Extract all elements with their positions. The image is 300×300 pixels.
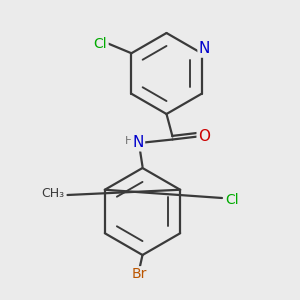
- Text: N: N: [199, 41, 210, 56]
- Text: N: N: [132, 135, 144, 150]
- Text: Br: Br: [132, 268, 147, 281]
- Text: O: O: [198, 129, 210, 144]
- Text: H: H: [125, 136, 133, 146]
- Text: Cl: Cl: [226, 193, 239, 206]
- Text: Cl: Cl: [94, 37, 107, 50]
- Text: CH₃: CH₃: [41, 187, 64, 200]
